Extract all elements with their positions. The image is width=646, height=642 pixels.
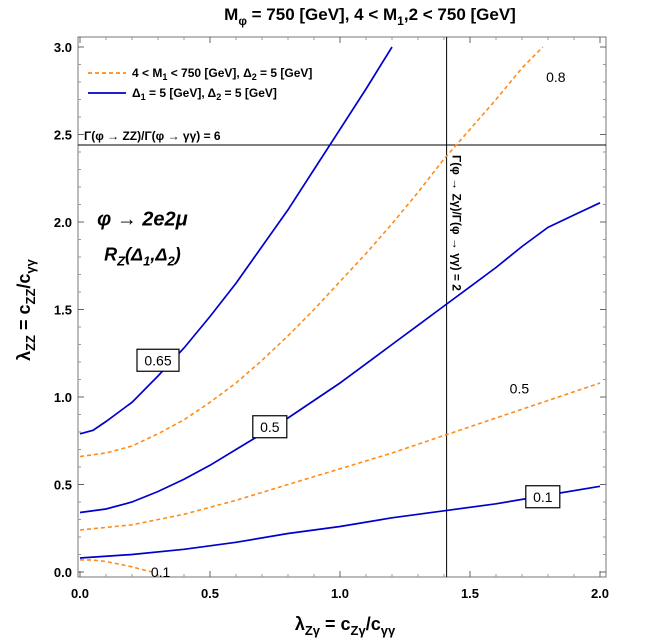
x-tick-label: 2.0 [591, 586, 609, 601]
plot-frame [77, 36, 607, 578]
y-tick-label: 3.0 [54, 40, 72, 55]
horizontal-reference-label: Γ(φ → ZZ)/Γ(φ → γγ) = 6 [84, 129, 221, 143]
plot-area-border [77, 36, 607, 578]
x-tick-label: 1.0 [331, 586, 349, 601]
y-tick-label: 2.5 [54, 128, 72, 143]
x-tick-label: 0.5 [201, 586, 219, 601]
y-tick-label: 0.0 [54, 565, 72, 580]
x-tick-label: 0.0 [71, 586, 89, 601]
contour-label-box [525, 485, 561, 509]
x-tick-label: 1.5 [461, 586, 479, 601]
solid-contour-0.1 [79, 485, 601, 559]
y-tick-label: 2.0 [54, 215, 72, 230]
x-axis-ticks: 0.0 0.5 1.0 1.5 2.0 [71, 37, 609, 601]
solid-contour-0.65 [79, 46, 393, 435]
contour-label: 0.1 [533, 489, 553, 505]
legend: 4 < M1 < 750 [GeV], Δ2 = 5 [GeV] Δ1 = 5 [… [88, 66, 312, 102]
contour-label: 0.1 [151, 564, 171, 580]
y-tick-label: 1.0 [54, 390, 72, 405]
contour-label: 0.65 [144, 352, 171, 368]
contour-label: 0.5 [260, 419, 280, 435]
dashed-contour-0.8 [79, 46, 544, 458]
annotations: φ → 2e2μ RZ(Δ1,Δ2) [97, 209, 188, 269]
y-tick-label: 1.5 [54, 303, 72, 318]
series-group [79, 46, 601, 573]
reference-lines: Γ(φ → ZZ)/Γ(φ → γγ) = 6 Γ(φ → Zγ)/Γ(φ → γ… [78, 37, 606, 577]
y-axis-ticks: 0.0 0.5 1.0 1.5 2.0 2.5 3.0 [54, 40, 606, 580]
legend-label: Δ1 = 5 [GeV], Δ2 = 5 [GeV] [132, 86, 277, 102]
annotation-label: φ → 2e2μ [97, 209, 188, 231]
vertical-reference-label: Γ(φ → Zγ)/Γ(φ → γγ) = 2 [450, 155, 464, 291]
dashed-contour-0.1 [79, 559, 153, 573]
y-axis-title: λZZ = cZZ/cγγ [14, 258, 38, 361]
contour-labels: 0.65 0.8 0.5 0.5 0.1 0.1 [136, 69, 566, 580]
legend-label: 4 < M1 < 750 [GeV], Δ2 = 5 [GeV] [132, 66, 312, 82]
annotation-label: RZ(Δ1,Δ2) [104, 245, 181, 269]
contour-label: 0.5 [510, 380, 530, 396]
contour-label-box [252, 415, 288, 439]
contour-label: 0.8 [546, 69, 566, 85]
y-tick-label: 0.5 [54, 478, 72, 493]
dashed-contour-0.5 [79, 382, 601, 531]
chart-title: Mφ = 750 [GeV], 4 < M1,2 < 750 [GeV] [224, 5, 516, 28]
solid-contour-0.5 [79, 202, 601, 514]
x-axis-title: λZγ = cZγ/cγγ [295, 614, 396, 638]
contour-label-box [136, 348, 180, 372]
